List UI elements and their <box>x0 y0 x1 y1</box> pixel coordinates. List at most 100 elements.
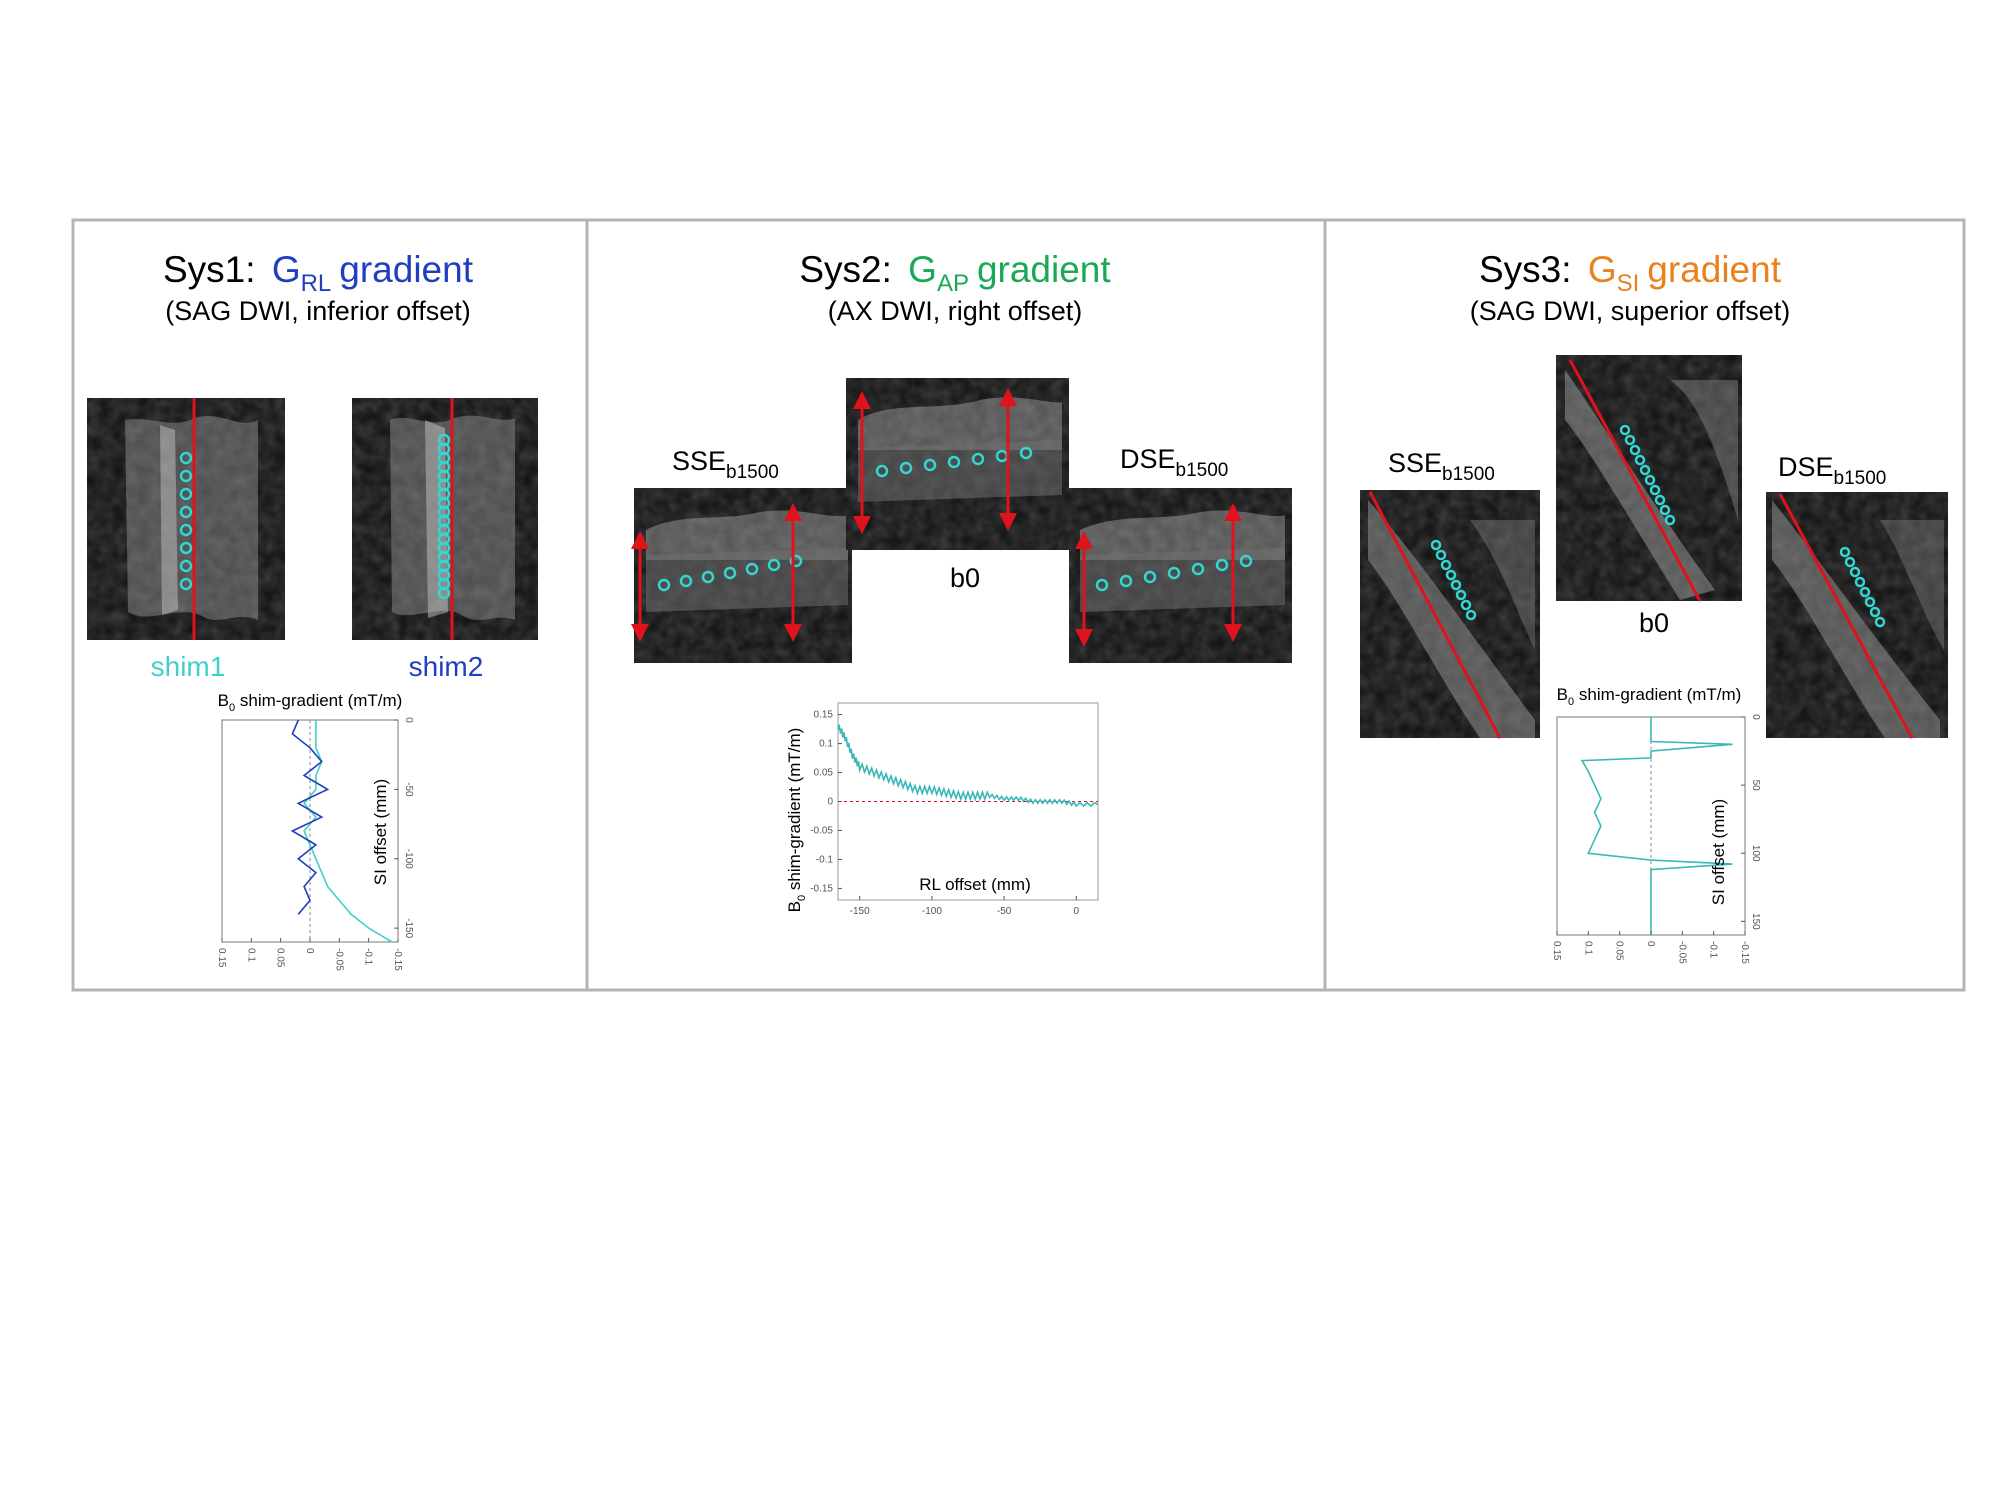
roi-ring <box>1167 566 1181 580</box>
roi-ring <box>179 505 193 519</box>
roi-ring <box>1874 616 1886 628</box>
roi-ring <box>1440 559 1452 571</box>
axis-label-si-offset: SI offset (mm) <box>371 779 390 885</box>
y-tick-label: 0.15 <box>814 710 834 721</box>
x-tick-label: -0.15 <box>1739 941 1750 964</box>
roi-ring <box>657 578 671 592</box>
roi-ring <box>1143 570 1157 584</box>
image-label-sse: SSEb1500 <box>1388 448 1495 485</box>
roi-ring <box>1619 424 1631 436</box>
roi-ring <box>1465 609 1477 621</box>
x-tick-label: -0.05 <box>1676 941 1687 964</box>
roi-markers <box>875 446 1033 478</box>
roi-ring <box>1435 549 1447 561</box>
panel-subtitle: (SAG DWI, superior offset) <box>1470 296 1791 326</box>
mri-image-sse <box>1360 490 1540 739</box>
mri-image-b0 <box>846 378 1069 550</box>
axis-label-shim-gradient: B0 shim-gradient (mT/m) <box>785 728 808 913</box>
roi-ring <box>1839 546 1851 558</box>
panel-title: Sys1: GRL gradient <box>163 249 474 297</box>
roi-ring <box>1450 579 1462 591</box>
mri-image-shim2 <box>352 398 538 640</box>
roi-ring <box>1460 599 1472 611</box>
y-tick-label: -100 <box>403 849 414 869</box>
roi-markers <box>1430 539 1477 621</box>
panel-sys3: Sys3: GSI gradient (SAG DWI, superior off… <box>1360 249 1948 964</box>
roi-ring <box>1864 596 1876 608</box>
image-label-b0: b0 <box>950 563 980 593</box>
mri-image-dse <box>1069 488 1292 663</box>
x-tick-label: 0.05 <box>275 948 286 968</box>
axis-label-rl-offset: RL offset (mm) <box>919 875 1030 894</box>
mri-image-b0 <box>1556 355 1742 602</box>
panel-sys1: Sys1: GRL gradient (SAG DWI, inferior off… <box>87 249 538 971</box>
roi-ring <box>1191 562 1205 576</box>
chart-sys1: B0 shim-gradient (mT/m) 0.15 0.1 0.05 0 -0.0… <box>216 691 414 971</box>
x-tick-label: 0.1 <box>1582 941 1593 955</box>
roi-ring <box>947 455 961 469</box>
x-tick-label: -50 <box>997 906 1012 917</box>
chart-sys3: B0 shim-gradient (mT/m) 0.15 0.1 0.05 0 -0.0… <box>1551 685 1761 964</box>
chart-title: B0 shim-gradient (mT/m) <box>1557 685 1742 708</box>
roi-markers <box>179 451 193 591</box>
y-tick-label: -50 <box>403 782 414 797</box>
roi-ring <box>1644 474 1656 486</box>
panel-title: Sys3: GSI gradient <box>1479 249 1782 297</box>
roi-ring <box>1649 484 1661 496</box>
y-tick-label: 150 <box>1750 913 1761 930</box>
roi-ring <box>1019 446 1033 460</box>
series-line-curve <box>1580 717 1733 935</box>
x-tick-label: 0.15 <box>216 948 227 968</box>
roi-ring <box>1639 464 1651 476</box>
chart-sys2: -150 -100 -50 0 0.150.10.050-0.05-0.1-0.15 … <box>785 702 1099 917</box>
x-tick-label: -0.05 <box>333 948 344 971</box>
series-line-shim2 <box>290 719 330 915</box>
y-tick-label: 0.05 <box>814 768 834 779</box>
y-tick-label: 0 <box>827 797 833 808</box>
y-tick-label: -150 <box>403 918 414 938</box>
roi-ring <box>1119 574 1133 588</box>
roi-ring <box>1659 504 1671 516</box>
roi-ring <box>1634 454 1646 466</box>
chart-title: B0 shim-gradient (mT/m) <box>218 691 403 714</box>
x-tick-label: 0 <box>304 948 315 954</box>
roi-ring <box>1430 539 1442 551</box>
x-tick-label: -150 <box>850 906 870 917</box>
image-label-b0: b0 <box>1639 608 1669 638</box>
axis-label-si-offset: SI offset (mm) <box>1709 799 1728 905</box>
y-tick-label: 50 <box>1750 780 1761 792</box>
image-label-shim1: shim1 <box>151 651 226 682</box>
mri-image-sse <box>631 488 852 663</box>
roi-ring <box>1629 444 1641 456</box>
roi-ring <box>1844 556 1856 568</box>
mri-image-dse <box>1766 492 1948 739</box>
roi-markers <box>1619 424 1676 526</box>
roi-ring <box>179 523 193 537</box>
roi-markers <box>657 554 803 592</box>
x-tick-label: -100 <box>922 906 942 917</box>
roi-ring <box>179 469 193 483</box>
roi-ring <box>179 541 193 555</box>
roi-ring <box>971 452 985 466</box>
x-tick-label: 0.15 <box>1551 941 1562 961</box>
series-line-curve <box>837 724 1099 808</box>
roi-ring <box>923 458 937 472</box>
roi-ring <box>1869 606 1881 618</box>
y-tick-label: 0 <box>403 717 414 723</box>
roi-ring <box>1445 569 1457 581</box>
roi-markers <box>437 433 451 600</box>
roi-ring <box>437 586 451 600</box>
roi-ring <box>1654 494 1666 506</box>
roi-ring <box>1849 566 1861 578</box>
panel-frame-sys3 <box>1323 218 1966 992</box>
roi-markers <box>1839 546 1886 628</box>
x-tick-label: 0.1 <box>245 948 256 962</box>
roi-ring <box>1859 586 1871 598</box>
roi-ring <box>1624 434 1636 446</box>
mri-image-shim1 <box>87 398 285 640</box>
x-tick-label: 0.05 <box>1614 941 1625 961</box>
x-tick-label: -0.1 <box>363 948 374 966</box>
panel-subtitle: (SAG DWI, inferior offset) <box>165 296 471 326</box>
y-tick-label: -0.1 <box>816 854 834 865</box>
